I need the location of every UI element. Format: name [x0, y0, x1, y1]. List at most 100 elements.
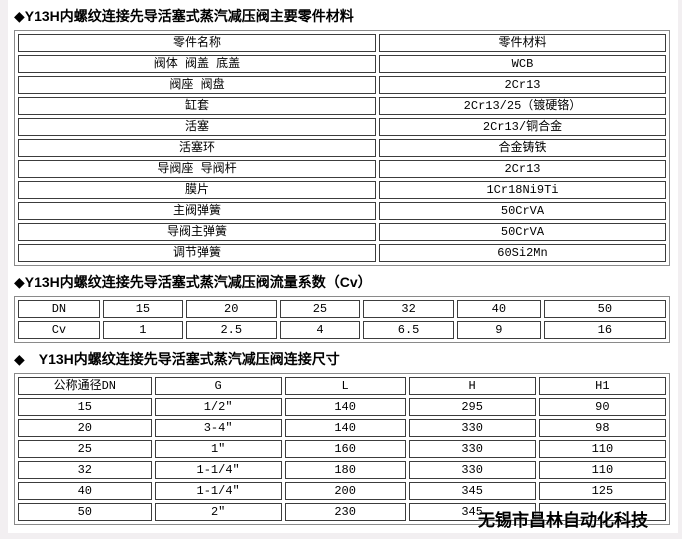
- table-cell: 阀体 阀盖 底盖: [18, 55, 376, 73]
- table-cell: 40: [18, 482, 152, 500]
- table-cell: 40: [456, 300, 541, 318]
- table-cell: 1-1/4″: [154, 482, 282, 500]
- table-cell: 90: [538, 398, 666, 416]
- table-cell: 20: [185, 300, 277, 318]
- table-cell: 32: [18, 461, 152, 479]
- table-cell: 4: [279, 321, 361, 339]
- table-cell: 230: [284, 503, 406, 521]
- table-cell: 330: [408, 419, 536, 437]
- table-cell: DN: [18, 300, 100, 318]
- table-row: 调节弹簧 60Si2Mn: [18, 244, 666, 262]
- dimensions-table: 公称通径DN G L H H1 15 1/2″ 140 295 90 20 3-4″ 140 330 98 2…: [14, 373, 670, 525]
- table-cell: 330: [408, 461, 536, 479]
- table-row: 15 1/2″ 140 295 90: [18, 398, 666, 416]
- flow-coefficient-table: DN 15 20 25 32 40 50 Cv 1 2.5 4 6.5 9 16: [14, 296, 670, 343]
- table-cell: 15: [18, 398, 152, 416]
- table-cell: 1-1/4″: [154, 461, 282, 479]
- table-cell: 345: [408, 482, 536, 500]
- table-cell: 50: [543, 300, 666, 318]
- table-cell: 主阀弹簧: [18, 202, 376, 220]
- table-cell: 180: [284, 461, 406, 479]
- table-cell: 1″: [154, 440, 282, 458]
- table-row: 40 1-1/4″ 200 345 125: [18, 482, 666, 500]
- table-cell: 345: [408, 503, 536, 521]
- table-cell: 阀座 阀盘: [18, 76, 376, 94]
- table-cell: 330: [408, 440, 536, 458]
- page-left-margin: [0, 0, 8, 539]
- header-cell: L: [284, 377, 406, 395]
- header-cell: 零件名称: [18, 34, 376, 52]
- table-cell: 6.5: [363, 321, 454, 339]
- section-title-flow-coefficient: ◆Y13H内螺纹连接先导活塞式蒸汽减压阀流量系数（Cv）: [14, 274, 372, 290]
- table-row: DN 15 20 25 32 40 50: [18, 300, 666, 318]
- table-cell: 140: [284, 419, 406, 437]
- table-row: 32 1-1/4″ 180 330 110: [18, 461, 666, 479]
- table-row: 缸套 2Cr13/25（镀硬铬）: [18, 97, 666, 115]
- table-cell: 125: [538, 482, 666, 500]
- page-bottom-margin: [0, 533, 682, 539]
- table-cell: Cv: [18, 321, 100, 339]
- table-row: 导阀主弹簧 50CrVA: [18, 223, 666, 241]
- header-cell: G: [154, 377, 282, 395]
- table-cell: 16: [543, 321, 666, 339]
- table-cell: 15: [102, 300, 183, 318]
- table-cell: 2Cr13/铜合金: [378, 118, 666, 136]
- table-cell: 2.5: [185, 321, 277, 339]
- table-row: 阀体 阀盖 底盖 WCB: [18, 55, 666, 73]
- table-row: 主阀弹簧 50CrVA: [18, 202, 666, 220]
- table-cell: 200: [284, 482, 406, 500]
- header-cell: H: [408, 377, 536, 395]
- table-cell: 160: [284, 440, 406, 458]
- table-cell: 98: [538, 419, 666, 437]
- table-cell: 膜片: [18, 181, 376, 199]
- table-cell: 110: [538, 440, 666, 458]
- section-title-materials: ◆Y13H内螺纹连接先导活塞式蒸汽减压阀主要零件材料: [14, 8, 354, 24]
- table-cell: 140: [284, 398, 406, 416]
- table-row: 50 2″ 230 345: [18, 503, 666, 521]
- table-cell: 50CrVA: [378, 202, 666, 220]
- table-cell: 3-4″: [154, 419, 282, 437]
- table-cell: 活塞: [18, 118, 376, 136]
- table-cell: 调节弹簧: [18, 244, 376, 262]
- table-row: 活塞环 合金铸铁: [18, 139, 666, 157]
- table-row: 25 1″ 160 330 110: [18, 440, 666, 458]
- table-cell: 合金铸铁: [378, 139, 666, 157]
- table-cell: 1: [102, 321, 183, 339]
- table-cell: 110: [538, 461, 666, 479]
- table-cell: 50: [18, 503, 152, 521]
- table-header-row: 零件名称 零件材料: [18, 34, 666, 52]
- table-row: 阀座 阀盘 2Cr13: [18, 76, 666, 94]
- table-cell: [538, 503, 666, 521]
- table-cell: 9: [456, 321, 541, 339]
- table-cell: 2Cr13: [378, 160, 666, 178]
- table-cell: 2″: [154, 503, 282, 521]
- table-cell: 活塞环: [18, 139, 376, 157]
- table-cell: 20: [18, 419, 152, 437]
- materials-table: 零件名称 零件材料 阀体 阀盖 底盖 WCB 阀座 阀盘 2Cr13 缸套 2Cr13/25（…: [14, 30, 670, 266]
- table-cell: 295: [408, 398, 536, 416]
- table-cell: 导阀座 导阀杆: [18, 160, 376, 178]
- table-cell: 1/2″: [154, 398, 282, 416]
- table-cell: 2Cr13: [378, 76, 666, 94]
- header-cell: 零件材料: [378, 34, 666, 52]
- header-cell: H1: [538, 377, 666, 395]
- table-cell: 32: [363, 300, 454, 318]
- table-cell: 1Cr18Ni9Ti: [378, 181, 666, 199]
- table-row: Cv 1 2.5 4 6.5 9 16: [18, 321, 666, 339]
- spec-document: ◆Y13H内螺纹连接先导活塞式蒸汽减压阀主要零件材料 零件名称 零件材料 阀体 阀盖…: [14, 0, 670, 529]
- page-right-margin: [678, 0, 682, 539]
- header-cell: 公称通径DN: [18, 377, 152, 395]
- table-cell: WCB: [378, 55, 666, 73]
- table-cell: 60Si2Mn: [378, 244, 666, 262]
- table-cell: 25: [279, 300, 361, 318]
- table-cell: 25: [18, 440, 152, 458]
- table-cell: 50CrVA: [378, 223, 666, 241]
- table-row: 20 3-4″ 140 330 98: [18, 419, 666, 437]
- table-header-row: 公称通径DN G L H H1: [18, 377, 666, 395]
- section-title-dimensions: ◆ Y13H内螺纹连接先导活塞式蒸汽减压阀连接尺寸: [14, 351, 340, 367]
- company-watermark: 无锡市昌林自动化科技: [478, 511, 648, 530]
- table-cell: 2Cr13/25（镀硬铬）: [378, 97, 666, 115]
- table-row: 导阀座 导阀杆 2Cr13: [18, 160, 666, 178]
- table-row: 活塞 2Cr13/铜合金: [18, 118, 666, 136]
- table-cell: 导阀主弹簧: [18, 223, 376, 241]
